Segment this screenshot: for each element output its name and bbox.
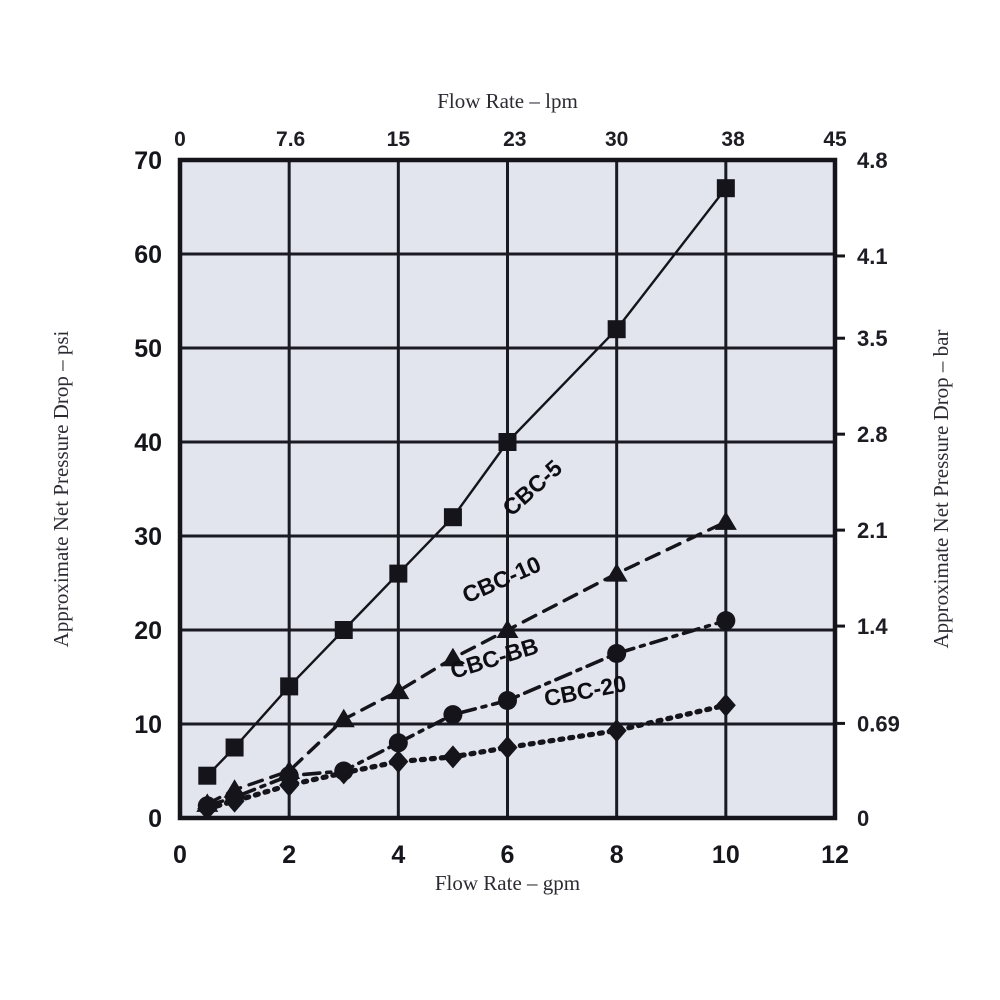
ytick-label-right: 3.5 [857, 326, 888, 351]
series-line-cbc-20 [204, 702, 729, 812]
marker-diamond [715, 693, 736, 717]
marker-square [280, 677, 299, 696]
xtick-label-top: 23 [503, 128, 526, 151]
marker-square [198, 766, 217, 785]
xtick-label-bottom: 4 [391, 841, 405, 869]
xtick-label-bottom: 8 [610, 841, 624, 869]
marker-diamond [388, 750, 409, 774]
ytick-label-right: 0.69 [857, 711, 900, 736]
marker-square [389, 564, 408, 583]
plot-border [177, 157, 838, 821]
marker-triangle [387, 680, 410, 700]
marker-circle [388, 733, 408, 753]
marker-triangle [605, 563, 628, 582]
marker-triangle [714, 511, 737, 530]
tick-labels: 0 2 4 6 8 10 12 0 10 20 30 40 50 60 70 0 7.6 15 23 30 38 45 0 0… [134, 128, 900, 869]
marker-square [334, 621, 353, 639]
series-cbc-bb [197, 611, 736, 816]
marker-triangle [441, 647, 464, 667]
ytick-label-right: 2.8 [857, 422, 888, 447]
series-line-cbc-10 [205, 520, 728, 806]
top-axis-title: Flow Rate – lpm [437, 89, 578, 113]
axis-titles: Flow Rate – lpm Flow Rate – gpm Approximat… [49, 89, 953, 895]
ytick-label-right: 4.8 [857, 148, 888, 173]
plot-frame [177, 157, 838, 821]
ytick-label-right: 0 [857, 806, 869, 831]
data-series [196, 179, 737, 821]
ytick-label-left: 30 [134, 523, 162, 551]
right-axis-title: Approximate Net Pressure Drop – bar [929, 329, 953, 648]
marker-square [443, 508, 462, 527]
marker-diamond [224, 789, 245, 813]
xtick-label-top: 7.6 [276, 128, 305, 151]
xtick-label-bottom: 6 [501, 841, 515, 869]
marker-square [498, 433, 517, 451]
axis-ticks [835, 254, 845, 725]
left-axis-title: Approximate Net Pressure Drop – psi [49, 330, 73, 647]
ytick-label-left: 60 [134, 241, 162, 269]
marker-circle [716, 611, 736, 631]
marker-diamond [442, 745, 463, 769]
ytick-label-left: 10 [134, 711, 162, 739]
xtick-label-bottom: 12 [821, 841, 849, 869]
marker-diamond [197, 797, 218, 821]
marker-square [225, 738, 244, 757]
xtick-label-bottom: 10 [712, 841, 740, 869]
bottom-axis-title: Flow Rate – gpm [435, 871, 580, 895]
xtick-label-bottom: 0 [173, 841, 187, 869]
ytick-label-left: 50 [134, 335, 162, 363]
marker-circle [443, 705, 463, 725]
xtick-label-bottom: 2 [282, 841, 296, 869]
marker-diamond [279, 773, 300, 797]
series-cbc-20 [197, 693, 736, 821]
marker-triangle [332, 708, 355, 728]
marker-diamond [333, 761, 354, 785]
marker-diamond [497, 736, 518, 759]
ytick-label-right: 2.1 [857, 518, 888, 543]
ytick-label-left: 70 [134, 147, 162, 175]
xtick-label-top: 45 [823, 128, 847, 151]
series-cbc-5 [198, 179, 735, 785]
ytick-label-right: 1.4 [857, 614, 888, 639]
ytick-label-left: 20 [134, 617, 162, 645]
xtick-label-top: 30 [605, 128, 628, 151]
marker-square [716, 179, 735, 198]
marker-circle [498, 691, 517, 710]
xtick-label-top: 15 [387, 128, 411, 151]
marker-triangle [496, 619, 519, 638]
xtick-label-top: 38 [721, 128, 745, 151]
marker-diamond [606, 719, 627, 743]
ytick-label-left: 0 [148, 805, 162, 833]
ytick-label-right: 4.1 [857, 244, 888, 269]
xtick-label-top: 0 [174, 128, 186, 151]
marker-circle [607, 644, 627, 663]
marker-square [607, 320, 626, 339]
ytick-label-left: 40 [134, 429, 162, 457]
